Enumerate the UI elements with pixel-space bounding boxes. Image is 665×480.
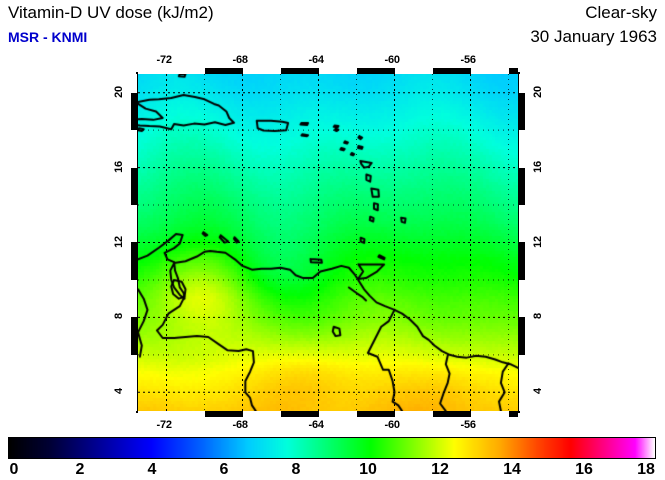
sky-condition-label: Clear-sky [585, 3, 657, 22]
data-source-label: MSR - KNMI [8, 29, 88, 45]
colorbar-gradient [8, 437, 656, 459]
colorbar-tick-12: 12 [431, 461, 449, 478]
x-tick-bottom--68: -68 [232, 419, 249, 431]
axis-bar-left [131, 74, 137, 411]
colorbar-tick-14: 14 [503, 461, 521, 478]
uv-dose-heatmap [138, 74, 518, 411]
x-tick-bottom--64: -64 [308, 419, 325, 431]
colorbar [8, 437, 656, 459]
y-tick-right-4: 4 [532, 388, 544, 395]
x-tick-top--64: -64 [308, 54, 325, 66]
colorbar-tick-6: 6 [219, 461, 229, 478]
colorbar-tick-4: 4 [147, 461, 157, 478]
y-tick-left-16: 16 [113, 160, 125, 173]
axis-bar-bottom [138, 411, 518, 417]
x-tick-top--60: -60 [384, 54, 401, 66]
colorbar-tick-2: 2 [75, 461, 85, 478]
x-tick-bottom--56: -56 [460, 419, 477, 431]
y-tick-right-12: 12 [532, 235, 544, 248]
x-tick-top--72: -72 [156, 54, 173, 66]
axis-bar-right [519, 74, 525, 411]
x-tick-bottom--60: -60 [384, 419, 401, 431]
axis-bar-top [138, 68, 518, 74]
y-tick-left-20: 20 [113, 85, 125, 98]
y-tick-right-20: 20 [532, 85, 544, 98]
date-label: 30 January 1963 [530, 27, 657, 46]
y-tick-left-8: 8 [113, 313, 125, 320]
y-tick-left-4: 4 [113, 388, 125, 395]
colorbar-tick-0: 0 [9, 461, 19, 478]
map-plot-area [138, 74, 518, 411]
x-tick-top--68: -68 [232, 54, 249, 66]
x-tick-bottom--72: -72 [156, 419, 173, 431]
x-tick-top--56: -56 [460, 54, 477, 66]
colorbar-tick-18: 18 [637, 461, 655, 478]
colorbar-tick-16: 16 [575, 461, 593, 478]
y-tick-left-12: 12 [113, 235, 125, 248]
y-tick-right-16: 16 [532, 160, 544, 173]
colorbar-tick-8: 8 [291, 461, 301, 478]
page-title: Vitamin-D UV dose (kJ/m2) [8, 3, 214, 22]
y-tick-right-8: 8 [532, 313, 544, 320]
colorbar-tick-10: 10 [359, 461, 377, 478]
